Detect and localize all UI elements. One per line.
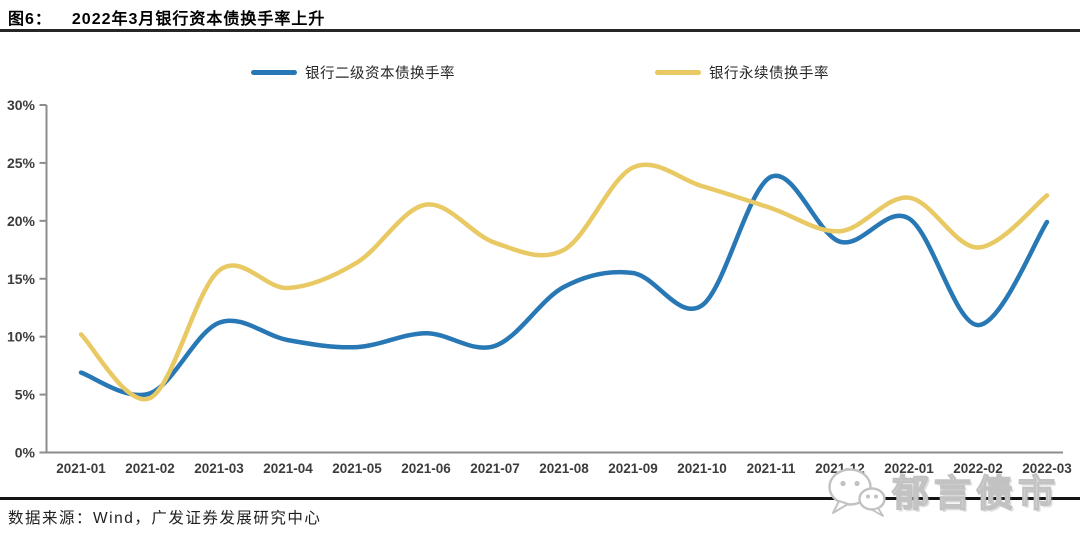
perpetual-line-swatch <box>655 70 701 75</box>
svg-text:2021-03: 2021-03 <box>194 461 244 476</box>
legend-item-tier2-capital-bond: 银行二级资本债换手率 <box>251 62 455 83</box>
legend-item-perpetual-bond: 银行永续债换手率 <box>655 62 829 83</box>
svg-text:2021-06: 2021-06 <box>401 461 451 476</box>
svg-text:2022-01: 2022-01 <box>884 461 934 476</box>
svg-text:2021-10: 2021-10 <box>677 461 727 476</box>
svg-text:5%: 5% <box>15 387 36 403</box>
svg-text:0%: 0% <box>15 445 36 461</box>
watermark: 郁言债市 <box>826 466 1060 520</box>
svg-text:2021-02: 2021-02 <box>125 461 175 476</box>
svg-text:2021-05: 2021-05 <box>332 461 382 476</box>
legend-label-perpetual: 银行永续债换手率 <box>709 66 829 82</box>
svg-text:10%: 10% <box>7 329 36 345</box>
svg-text:2021-04: 2021-04 <box>263 461 313 476</box>
svg-text:30%: 30% <box>7 97 36 113</box>
chart-legend: 银行二级资本债换手率 银行永续债换手率 <box>0 62 1080 83</box>
watermark-text: 郁言债市 <box>891 472 1060 514</box>
svg-text:2021-07: 2021-07 <box>470 461 520 476</box>
svg-text:2021-11: 2021-11 <box>747 461 796 476</box>
title-divider <box>0 29 1080 32</box>
series-line-perpetual-bond <box>78 162 1050 402</box>
y-axis-labels: 0% 5% 10% 15% 20% 25% 30% <box>7 97 36 461</box>
svg-text:25%: 25% <box>7 155 36 171</box>
svg-text:2022-03: 2022-03 <box>1022 461 1072 476</box>
figure-number: 图6： <box>8 11 52 28</box>
svg-text:20%: 20% <box>7 213 36 229</box>
x-axis-labels: 2021-01 2021-02 2021-03 2021-04 2021-05 2021-… <box>56 461 1072 476</box>
wechat-icon <box>828 468 886 517</box>
figure-title: 图6： 2022年3月银行资本债换手率上升 <box>8 5 325 29</box>
svg-text:2021-01: 2021-01 <box>56 461 106 476</box>
tier2-line-swatch <box>251 70 297 75</box>
svg-text:2021-09: 2021-09 <box>608 461 658 476</box>
svg-text:2021-08: 2021-08 <box>539 461 589 476</box>
svg-text:15%: 15% <box>7 271 36 287</box>
footer-divider <box>0 497 1080 500</box>
series-line-tier2-capital-bond <box>78 173 1050 398</box>
legend-label-tier2: 银行二级资本债换手率 <box>305 66 455 82</box>
axes <box>39 104 1063 454</box>
figure-title-text: 2022年3月银行资本债换手率上升 <box>71 11 326 28</box>
svg-text:2022-02: 2022-02 <box>953 461 1003 476</box>
data-source: 数据来源：Wind，广发证券发展研究中心 <box>8 510 322 527</box>
